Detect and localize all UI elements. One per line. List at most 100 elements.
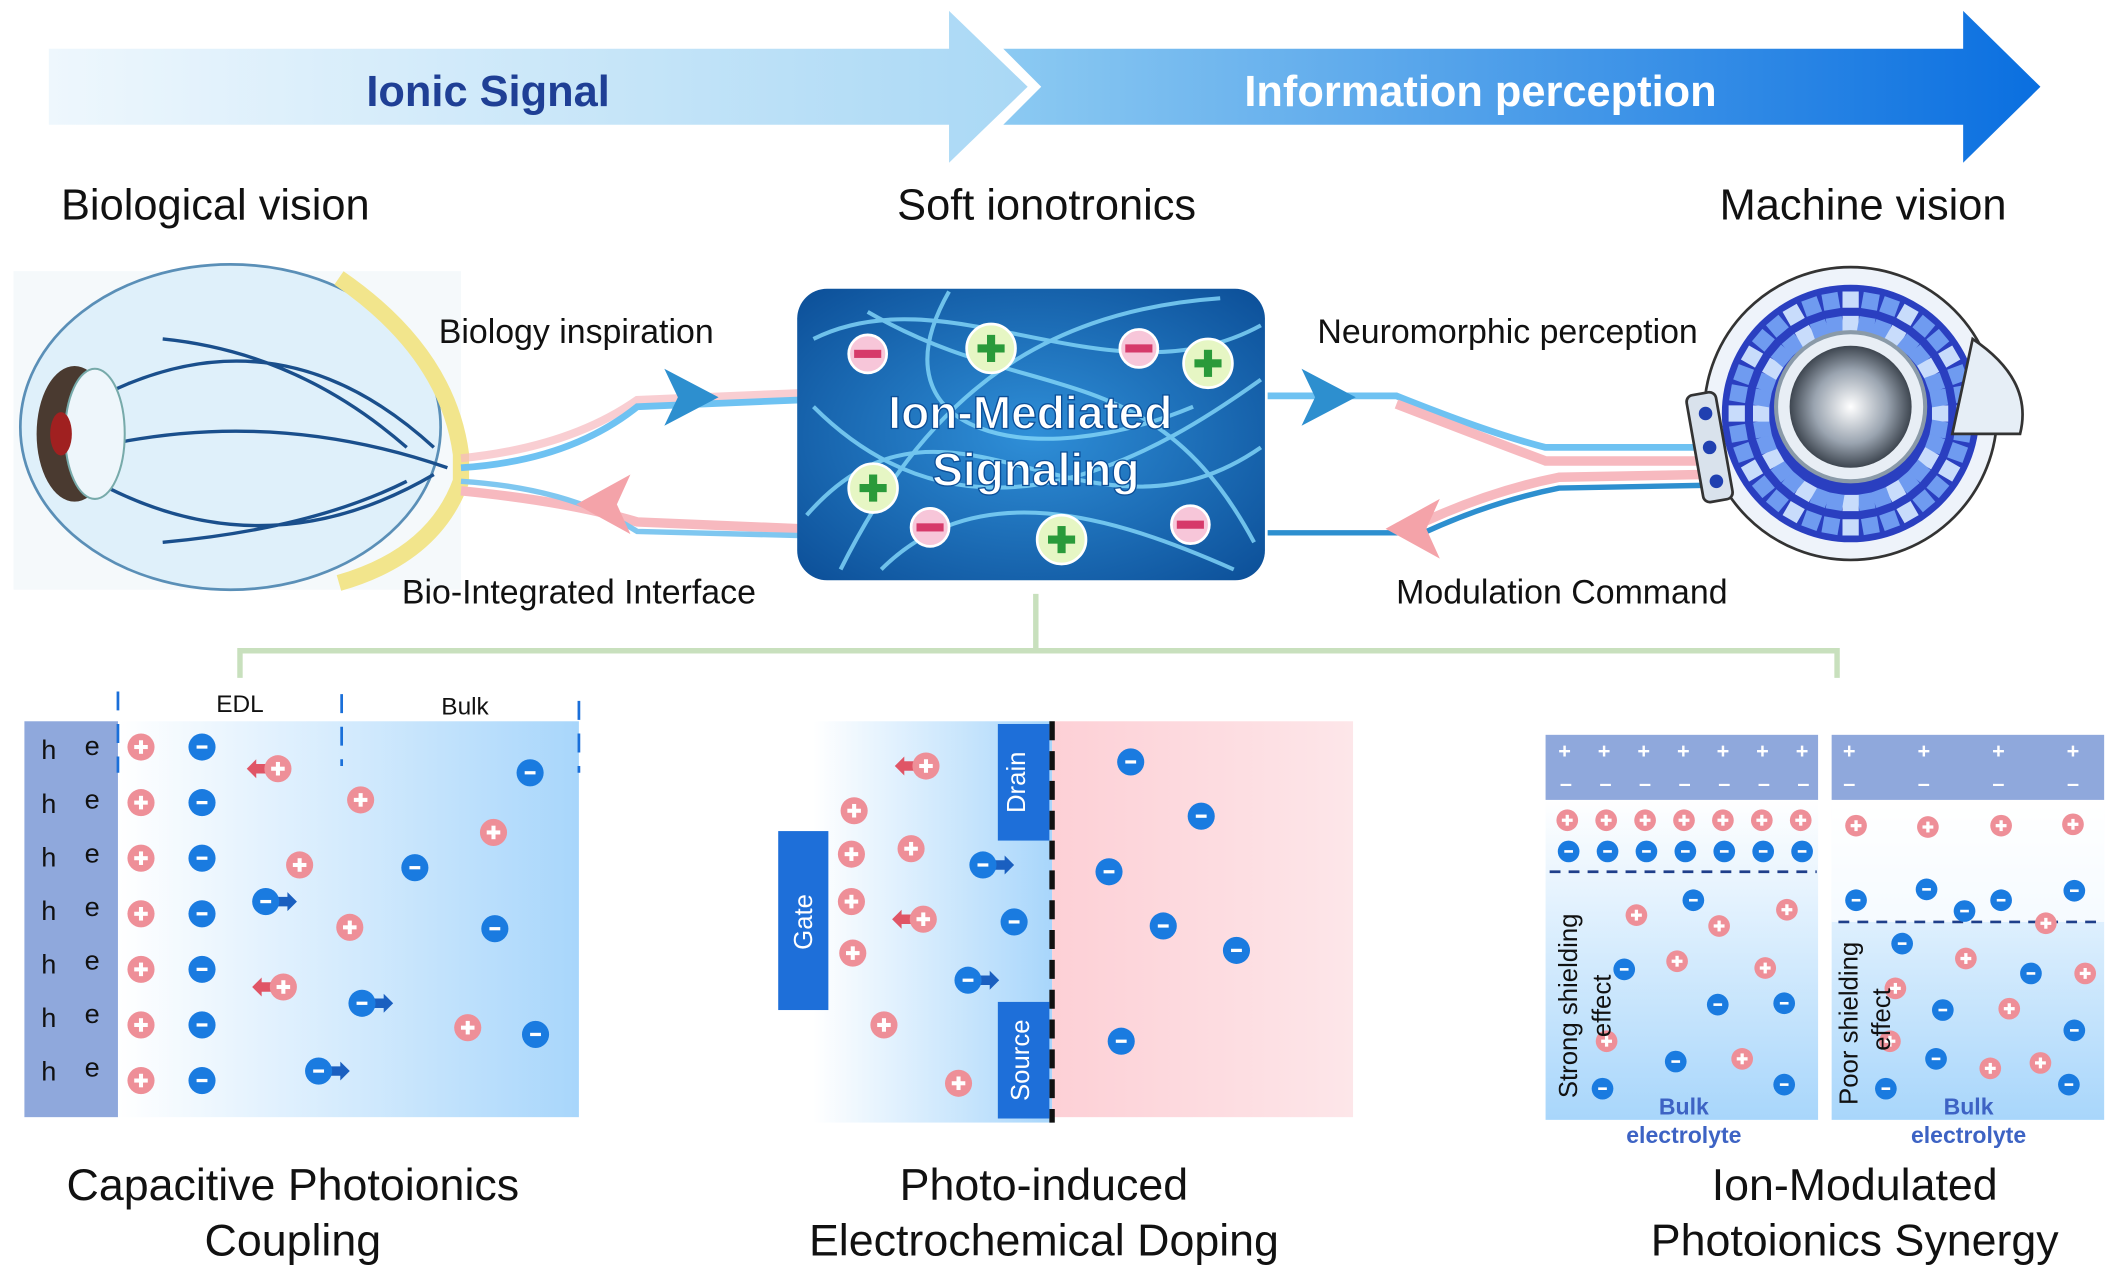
center-label-line2: Signaling (932, 443, 1139, 495)
machine-eye-illustration (1685, 265, 2024, 562)
anion-icon (401, 854, 429, 882)
cation-icon (1990, 814, 2012, 837)
cation-icon (2035, 912, 2057, 935)
banner: Ionic Signal Information perception (48, 10, 2041, 163)
cation-icon (944, 1069, 973, 1097)
label-modulation-command: Modulation Command (1396, 573, 1727, 611)
forward-arrow-left (664, 368, 719, 426)
anion-icon (188, 955, 216, 983)
cation-icon (1595, 809, 1618, 832)
anion-icon (1149, 912, 1177, 940)
plus-sign: + (1598, 738, 1611, 763)
edl-label: EDL (216, 691, 263, 718)
caption-doping-line2: Electrochemical Doping (809, 1215, 1279, 1265)
electrode-poor (1831, 734, 2105, 800)
anion-icon (909, 507, 951, 548)
cation-icon (1708, 915, 1730, 937)
cation-icon (1879, 1030, 1901, 1053)
bulk-label-strong: Bulk (1659, 1093, 1709, 1119)
heading-machine-vision: Machine vision (1720, 182, 2007, 230)
minus-sign: – (2067, 770, 2079, 795)
anion-icon (1682, 889, 1705, 912)
cation-icon (1789, 809, 1812, 832)
caption-synergy-line1: Ion-Modulated (1712, 1160, 1998, 1210)
anion-icon (1187, 802, 1215, 830)
caption-capacitive-line1: Capacitive Photoionics (67, 1160, 520, 1210)
drain-electrode (997, 723, 1050, 841)
anion-icon (188, 789, 216, 817)
cation-icon (1634, 809, 1656, 832)
anion-icon (1664, 1050, 1687, 1073)
gate-electrode (778, 831, 829, 1011)
poor-shielding-effect-label: effect (1868, 988, 1896, 1051)
cation-icon (840, 797, 868, 825)
anion-icon (1925, 1048, 1947, 1070)
electron-label: e (85, 1051, 100, 1082)
cation-icon (336, 913, 364, 941)
cation-icon (127, 900, 155, 928)
cation-icon (894, 752, 940, 780)
caption-capacitive-line2: Coupling (205, 1215, 382, 1265)
cation-icon (479, 818, 508, 846)
electron-label: e (85, 944, 100, 975)
anion-icon (188, 844, 216, 872)
cation-icon (1035, 513, 1088, 566)
anion-icon (1674, 840, 1697, 863)
cation-icon (839, 939, 867, 967)
anion-icon (847, 333, 889, 375)
anion-icon (188, 900, 216, 928)
anion-icon (2063, 1019, 2086, 1042)
anion-icon (1845, 889, 1867, 912)
cation-icon (127, 844, 155, 872)
anion-icon (1875, 1077, 1897, 1100)
cation-icon (286, 851, 314, 879)
cation-icon (1625, 904, 1648, 926)
electrode-strong (1545, 734, 1819, 800)
center-label-line1: Ion-Mediated (888, 386, 1172, 438)
caption-doping-line1: Photo-induced (900, 1160, 1189, 1210)
signal-beams (460, 368, 1702, 559)
cation-icon (127, 733, 155, 761)
anion-icon (521, 1020, 550, 1049)
anion-icon (516, 759, 544, 787)
cation-icon (837, 840, 865, 868)
anion-icon (1095, 858, 1123, 886)
electrolyte-label-poor: electrolyte (1911, 1122, 2026, 1148)
anion-icon (1557, 840, 1580, 863)
minus-sign: – (1718, 770, 1730, 795)
hole-label: h (41, 948, 56, 979)
cation-icon (1750, 809, 1773, 832)
anion-icon (1635, 840, 1658, 863)
hole-label: h (41, 1002, 56, 1033)
cation-icon (347, 786, 375, 814)
cation-icon (892, 905, 937, 933)
electron-label: e (85, 730, 100, 761)
plus-sign: + (1677, 738, 1690, 763)
cation-icon (1998, 997, 2021, 1020)
electron-label: e (85, 891, 100, 922)
anion-icon (1117, 748, 1145, 776)
electrolyte-label-strong: electrolyte (1626, 1122, 1741, 1148)
cation-icon (1845, 814, 1867, 837)
plus-sign: + (1717, 738, 1730, 763)
cation-icon (1979, 1057, 2002, 1080)
minus-sign: – (1679, 770, 1691, 795)
label-bio-integrated-interface: Bio-Integrated Interface (402, 573, 756, 611)
forward-arrow-right (1301, 368, 1356, 426)
cation-icon (252, 973, 297, 1001)
plus-sign: + (2067, 738, 2080, 763)
anion-icon (1706, 993, 1729, 1016)
anion-icon (1990, 889, 2012, 912)
anion-icon (1891, 932, 1913, 955)
cation-icon (2029, 1052, 2052, 1074)
cation-icon (1182, 337, 1234, 390)
cation-icon (246, 755, 292, 783)
anion-icon (1773, 992, 1796, 1015)
anion-icon (1107, 1027, 1135, 1055)
cation-icon (454, 1014, 482, 1042)
bulk-label: Bulk (441, 693, 489, 720)
anion-icon (1591, 1077, 1614, 1100)
backward-arrow-right (1385, 498, 1440, 559)
cation-icon (1884, 977, 1907, 1000)
strong-shielding-label: Strong shielding (1555, 914, 1583, 1099)
